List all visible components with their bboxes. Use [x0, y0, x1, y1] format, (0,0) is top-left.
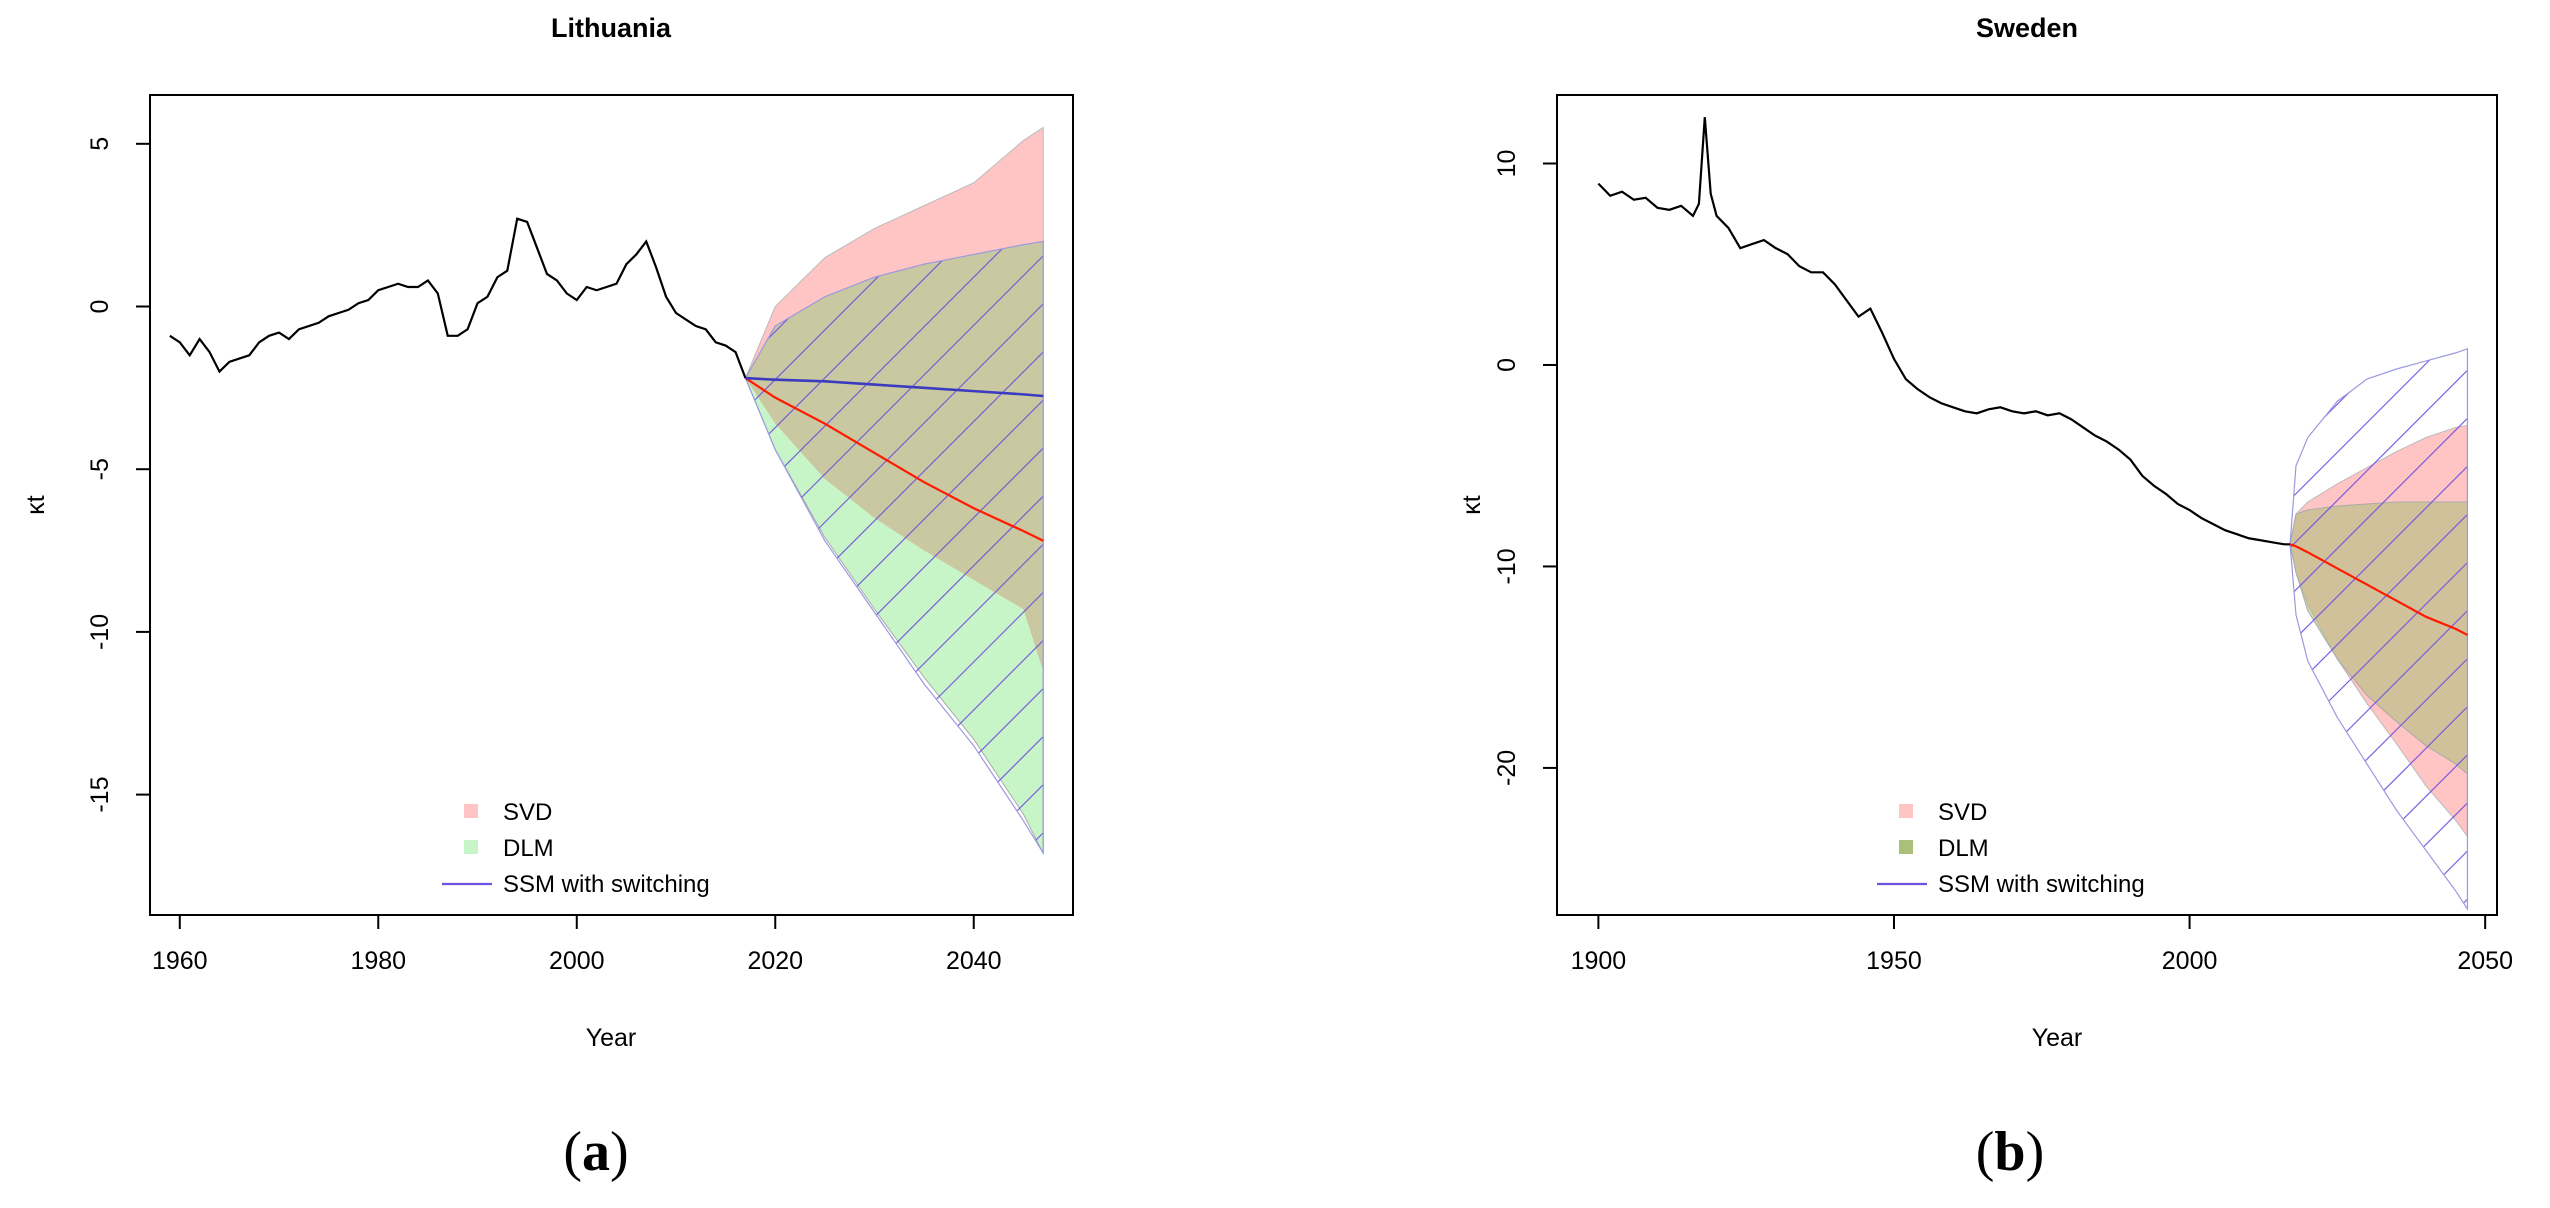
- y-tick-label: 5: [86, 137, 114, 151]
- chart-title: Lithuania: [551, 13, 672, 43]
- ssm-interval-hatch: [744, 240, 1044, 856]
- ssm-interval-hatch: [2289, 348, 2469, 911]
- legend-label-ssm: SSM with switching: [503, 871, 710, 898]
- legend-swatch-dlm: [1899, 840, 1913, 854]
- legend-swatch-svd: [1899, 804, 1913, 818]
- panel-caption-a: (a): [563, 1121, 628, 1183]
- y-tick-label: 0: [86, 300, 114, 314]
- panel-lithuania: Lithuania 1960 1980 2000 2020 2040 5 0 -5 -10 -15…: [22, 13, 1074, 1052]
- plot-area: [1597, 117, 2469, 911]
- x-axis-label: Year: [2032, 1024, 2083, 1052]
- legend: SVD DLM SSM with switching: [1877, 799, 2145, 898]
- y-axis-label: κt: [1458, 495, 1486, 515]
- y-tick-label: -5: [86, 458, 114, 480]
- legend-label-svd: SVD: [1938, 799, 1987, 826]
- y-tick-label: 0: [1493, 358, 1521, 372]
- x-tick-label: 2000: [549, 947, 605, 975]
- plot-frame: [1556, 94, 2498, 916]
- y-axis-label: κt: [22, 495, 50, 515]
- y-tick-label: -10: [1493, 548, 1521, 584]
- axes: 1900 1950 2000 2050 10 0 -10 -20: [1493, 150, 2513, 975]
- y-tick-label: -20: [1493, 750, 1521, 786]
- y-tick-label: 10: [1493, 150, 1521, 178]
- panel-caption-b: (b): [1976, 1121, 2044, 1183]
- legend-label-svd: SVD: [503, 799, 552, 826]
- y-tick-label: -10: [86, 614, 114, 650]
- plot-frame: [149, 94, 1074, 916]
- legend: SVD DLM SSM with switching: [442, 799, 710, 898]
- x-tick-label: 2040: [946, 947, 1002, 975]
- legend-swatch-dlm: [464, 840, 478, 854]
- observed-kappa-line: [1597, 117, 2291, 546]
- chart-title: Sweden: [1976, 13, 2078, 43]
- x-tick-label: 1900: [1571, 947, 1627, 975]
- x-tick-label: 1980: [350, 947, 406, 975]
- y-tick-label: -15: [86, 777, 114, 813]
- panel-sweden: Sweden 1900 1950 2000 2050 10 0 -10 -20 Year κt…: [1458, 13, 2513, 1052]
- x-tick-label: 2000: [2162, 947, 2218, 975]
- x-tick-label: 2020: [747, 947, 803, 975]
- mean-forecast-line: [744, 377, 1044, 542]
- x-tick-label: 1960: [152, 947, 208, 975]
- x-axis-label: Year: [586, 1024, 637, 1052]
- axes: 1960 1980 2000 2020 2040 5 0 -5 -10 -15: [86, 137, 1002, 975]
- legend-label-dlm: DLM: [503, 835, 554, 862]
- observed-kappa-line: [169, 217, 747, 379]
- legend-label-ssm: SSM with switching: [1938, 871, 2145, 898]
- legend-swatch-svd: [464, 804, 478, 818]
- mean-forecast-line: [2289, 543, 2468, 636]
- ssm-mean-line: [745, 376, 1044, 398]
- x-tick-label: 1950: [1866, 947, 1922, 975]
- legend-label-dlm: DLM: [1938, 835, 1989, 862]
- x-tick-label: 2050: [2457, 947, 2513, 975]
- plot-area: [169, 126, 1044, 856]
